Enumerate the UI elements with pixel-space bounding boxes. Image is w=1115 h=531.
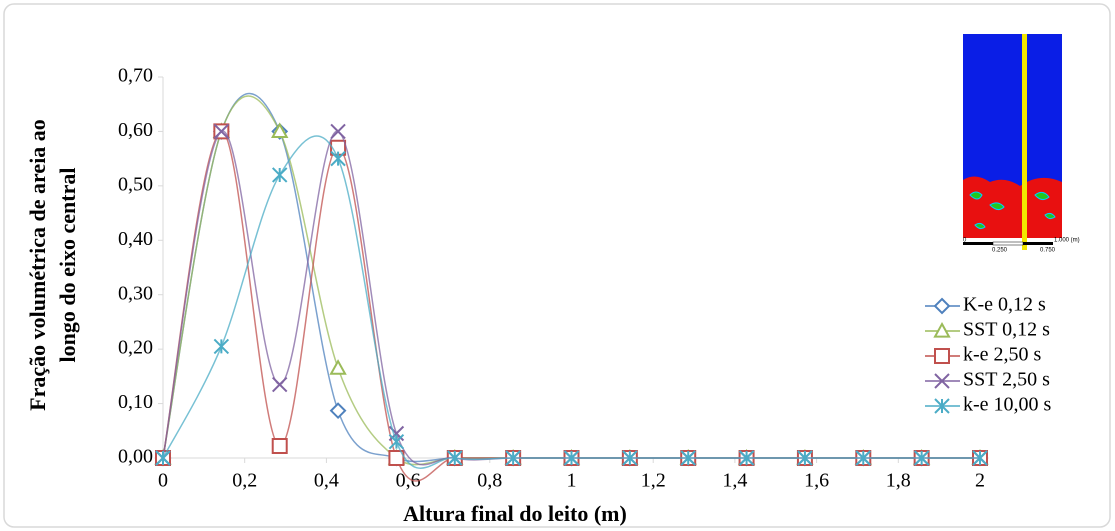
marker [505, 450, 521, 466]
marker [622, 450, 638, 466]
marker [797, 450, 813, 466]
marker [913, 450, 930, 466]
marker [330, 150, 346, 167]
marker [272, 376, 288, 393]
legend-label: k-e 10,00 s [963, 394, 1052, 416]
marker [388, 433, 405, 450]
marker [388, 450, 405, 466]
x-tick-label: 0,8 [477, 470, 502, 492]
legend-marker [933, 297, 951, 315]
y-tick-label: 0,60 [118, 119, 153, 141]
y-tick-label: 0,40 [118, 228, 153, 250]
legend-label: k-e 2,50 s [963, 344, 1042, 366]
x-axis-title: Altura final do leito (m) [403, 501, 627, 526]
x-tick-label: 1,4 [722, 470, 747, 492]
marker [972, 450, 988, 466]
inset-bubbles [969, 191, 1056, 230]
x-tick-label: 0,4 [314, 470, 339, 492]
inset-label: 1.000 (m) [1054, 238, 1080, 244]
inset-label: 0.250 [992, 248, 1008, 254]
x-tick-label: 0 [158, 470, 168, 492]
legend-label: SST 2,50 s [963, 369, 1050, 391]
x-tick-label: 0,6 [396, 470, 421, 492]
legend-marker [934, 373, 950, 389]
marker [213, 123, 230, 140]
legend-label: SST 0,12 s [963, 319, 1050, 341]
inset-label: 0.750 [1040, 248, 1056, 254]
y-tick-label: 0,00 [118, 446, 153, 468]
x-tick-label: 2 [975, 470, 985, 492]
x-tick-label: 1,2 [641, 470, 666, 492]
marker [329, 359, 347, 375]
inset-image: 0 0.250 0.750 1.000 (m) [961, 20, 1080, 262]
marker [447, 450, 463, 466]
marker [330, 123, 346, 140]
legend-label: K-e 0,12 s [963, 294, 1046, 316]
inset-scale [1023, 242, 1053, 245]
y-axis-title: Fração volumétrica de areia ao [25, 119, 50, 411]
y-tick-label: 0,20 [118, 337, 153, 359]
y-tick-label: 0,50 [118, 173, 153, 195]
inset-axis [1022, 34, 1027, 250]
x-tick-label: 0,2 [232, 470, 257, 492]
x-tick-label: 1,8 [886, 470, 911, 492]
marker [563, 450, 580, 466]
marker [329, 402, 347, 420]
legend-marker [933, 321, 951, 338]
y-tick-label: 0,70 [118, 65, 153, 87]
legend-marker [934, 398, 950, 414]
inset-scale [963, 242, 993, 245]
legend-marker [934, 348, 950, 364]
marker [680, 450, 696, 466]
marker [272, 167, 288, 183]
marker [738, 450, 755, 466]
inset-bed [963, 176, 1062, 238]
inset-scale [992, 241, 1024, 246]
x-tick-label: 1 [567, 470, 577, 492]
marker [271, 438, 288, 455]
chart-frame [3, 3, 1111, 528]
inset-label: 0 [963, 238, 967, 244]
series-line [162, 135, 980, 469]
marker [271, 122, 289, 139]
marker [855, 450, 871, 466]
y-tick-label: 0,10 [118, 391, 153, 413]
y-tick-label: 0,30 [118, 282, 153, 304]
marker [213, 338, 230, 355]
marker [155, 450, 171, 466]
x-tick-label: 1,6 [804, 470, 829, 492]
y-axis-title: longo do eixo central [55, 168, 80, 363]
